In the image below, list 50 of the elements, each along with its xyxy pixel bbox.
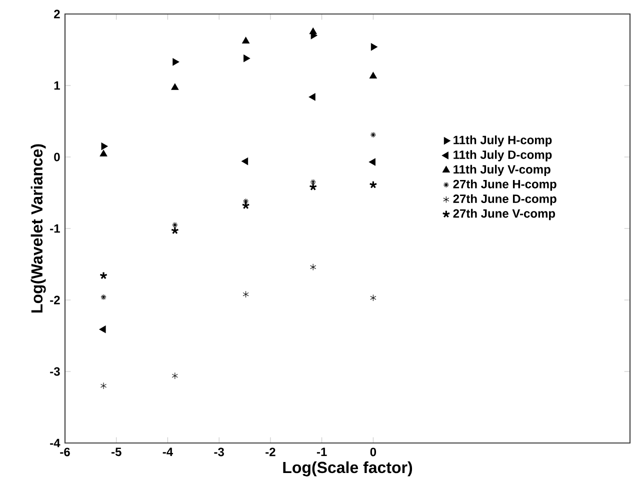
point — [100, 382, 107, 390]
point — [309, 28, 317, 34]
y-tick-label: 0 — [54, 152, 60, 162]
point — [100, 150, 108, 156]
x-tick-label: -2 — [266, 448, 276, 456]
point — [308, 182, 318, 191]
point — [370, 132, 376, 138]
point — [368, 158, 376, 166]
point — [99, 326, 106, 334]
x-axis-title: Log(Scale factor) — [283, 461, 412, 476]
x-tick-label: -1 — [316, 448, 327, 456]
x-tick-label: -6 — [60, 448, 70, 456]
point — [101, 142, 108, 150]
legend-label: 11th July D-comp — [454, 150, 552, 162]
point — [370, 43, 378, 51]
point — [369, 180, 378, 188]
point — [242, 201, 250, 210]
point — [310, 179, 316, 185]
y-axis-title: Log(Wavelet Variance) — [30, 144, 46, 312]
x-tick-label: -4 — [162, 448, 173, 456]
point — [99, 271, 108, 280]
legend-label: 11th July H-comp — [454, 135, 552, 147]
point — [242, 36, 250, 44]
y-tick-label: -1 — [50, 224, 60, 233]
y-tick-label: -3 — [50, 367, 60, 376]
point — [172, 58, 180, 66]
point — [370, 294, 376, 302]
legend-label: 27th June V-comp — [453, 208, 556, 220]
x-tick-label: -5 — [111, 448, 122, 456]
legend-label: 11th July V-comp — [454, 164, 550, 176]
point — [310, 264, 316, 271]
legend-label: 27th June H-comp — [453, 180, 556, 191]
point — [369, 72, 377, 78]
point — [242, 198, 249, 204]
y-tick-label: -2 — [50, 296, 60, 304]
x-tick-label: -3 — [214, 448, 224, 456]
point — [242, 158, 248, 166]
y-tick-label: 2 — [54, 10, 60, 18]
y-tick-label: 1 — [54, 81, 60, 90]
legend-label: 27th June D-comp — [453, 194, 556, 206]
point — [100, 294, 106, 300]
point — [242, 290, 249, 298]
point — [170, 226, 180, 234]
point — [244, 54, 250, 62]
y-tick-label: -4 — [50, 438, 60, 448]
point — [172, 222, 178, 228]
point — [171, 83, 179, 90]
x-tick-label: 0 — [370, 448, 376, 456]
point — [308, 93, 316, 101]
point — [172, 372, 178, 380]
